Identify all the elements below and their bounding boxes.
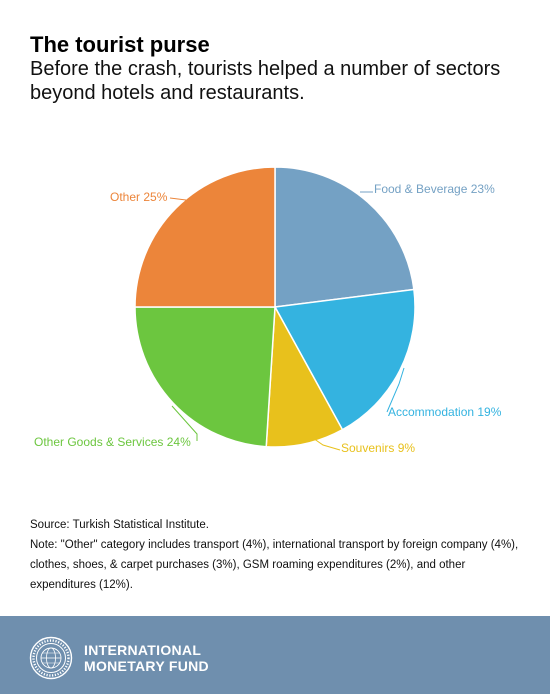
org-name: INTERNATIONAL MONETARY FUND: [84, 642, 209, 674]
page-title: The tourist purse: [30, 32, 210, 57]
leader-line-other-goods-services: [171, 405, 198, 441]
slice-label-accommodation: Accommodation 19%: [388, 405, 502, 419]
footer-bar: INTERNATIONAL MONETARY FUND: [0, 616, 550, 694]
org-name-line2: MONETARY FUND: [84, 658, 209, 674]
imf-seal-icon: [29, 636, 73, 680]
chart-notes: Source: Turkish Statistical Institute. N…: [30, 515, 525, 595]
slice-label-souvenirs: Souvenirs 9%: [341, 441, 415, 455]
org-name-line1: INTERNATIONAL: [84, 642, 202, 658]
source-text: Source: Turkish Statistical Institute.: [30, 519, 209, 531]
leader-line-accommodation: [386, 367, 405, 413]
slice-label-other-goods-services: Other Goods & Services 24%: [34, 435, 191, 449]
pie-slice-souvenirs: [265, 304, 344, 448]
pie-slice-accommodation: [273, 288, 416, 431]
pie-chart: Food & Beverage 23% Accommodation 19% Souv…: [34, 166, 502, 455]
pie-slice-other: [134, 166, 276, 308]
note-text: Note: "Other" category includes transpor…: [30, 539, 519, 591]
slice-label-other: Other 25%: [110, 190, 168, 204]
pie-slice-other-goods-services: [134, 306, 276, 448]
leader-line-souvenirs: [309, 435, 341, 451]
slice-label-food-beverage: Food & Beverage 23%: [374, 182, 495, 196]
pie-slice-food-beverage: [274, 166, 415, 308]
leader-line-other: [169, 197, 187, 201]
page-subtitle: Before the crash, tourists helped a numb…: [30, 58, 501, 104]
